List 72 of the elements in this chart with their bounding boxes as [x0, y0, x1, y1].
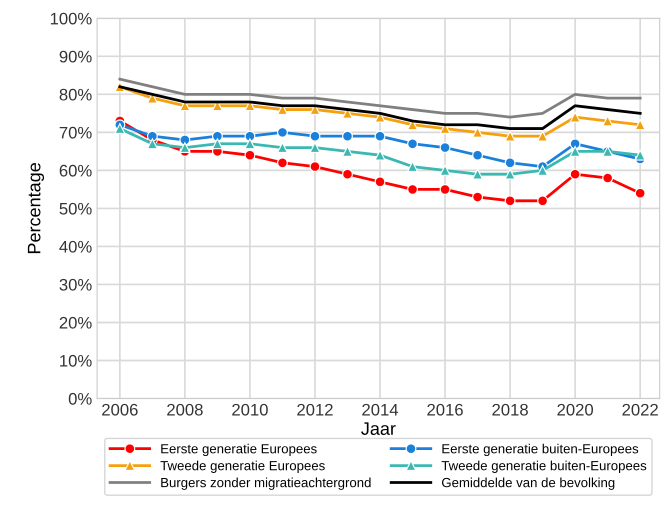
- y-tick-label: 70%: [60, 126, 92, 139]
- y-tick-label: 20%: [60, 316, 92, 329]
- point: [342, 168, 353, 180]
- point: [570, 146, 581, 157]
- x-tick-label: 2018: [492, 404, 528, 416]
- point: [537, 164, 548, 176]
- legend-label: Eerste generatie buiten-Europees: [442, 444, 638, 456]
- x-tick-label: 2016: [427, 404, 463, 416]
- point: [504, 195, 516, 206]
- point: [634, 188, 646, 199]
- point: [244, 150, 256, 161]
- point: [602, 116, 614, 126]
- y-tick-label: 30%: [60, 278, 92, 291]
- x-tick-label: 2010: [232, 404, 268, 416]
- point: [634, 119, 646, 130]
- point: [244, 130, 256, 142]
- point: [602, 172, 614, 184]
- point: [374, 176, 386, 188]
- legend-label: Burgers zonder migratieachtergrond: [161, 478, 371, 490]
- point: [374, 130, 386, 142]
- point: [212, 130, 223, 142]
- point: [277, 157, 288, 168]
- x-tick-label: 2014: [362, 404, 398, 416]
- point: [440, 184, 450, 195]
- point: [570, 112, 581, 123]
- y-axis-title: Percentage: [28, 163, 44, 254]
- point: [634, 150, 646, 161]
- point: [472, 192, 483, 202]
- point: [472, 168, 483, 180]
- point: [114, 123, 126, 134]
- legend-label: Tweede generatie Europees: [160, 460, 325, 473]
- point: [310, 104, 320, 115]
- point: [277, 126, 288, 138]
- y-tick-label: 50%: [60, 202, 92, 215]
- point: [179, 134, 190, 146]
- point: [570, 138, 581, 150]
- point: [407, 138, 418, 150]
- x-tick-label: 2008: [167, 404, 203, 416]
- x-tick-label: 2020: [557, 404, 594, 416]
- legend-label: Tweede generatie buiten-Europees: [442, 460, 646, 473]
- y-tick-label: 0%: [68, 392, 92, 405]
- x-tick-label: 2006: [102, 404, 138, 416]
- point: [310, 130, 320, 142]
- point: [374, 112, 386, 123]
- point: [440, 142, 450, 153]
- point: [310, 142, 320, 153]
- x-tick-label: 2012: [297, 404, 333, 416]
- point: [212, 138, 223, 150]
- point: [407, 184, 418, 195]
- y-tick-label: 10%: [60, 354, 92, 367]
- point: [440, 123, 450, 134]
- point: [537, 130, 548, 142]
- y-tick-label: 90%: [60, 50, 92, 63]
- point: [570, 168, 581, 180]
- point: [374, 150, 386, 161]
- x-tick-label: 2022: [622, 404, 658, 416]
- point: [504, 157, 516, 168]
- y-tick-label: 60%: [60, 164, 92, 177]
- point: [244, 138, 256, 150]
- point: [440, 164, 450, 176]
- point: [537, 195, 548, 206]
- point: [342, 130, 353, 142]
- legend-label: Gemiddelde van de bevolking: [442, 478, 614, 490]
- point: [179, 142, 190, 153]
- y-tick-label: 100%: [50, 12, 92, 25]
- point: [472, 150, 483, 161]
- line-series: [118, 78, 642, 119]
- x-axis-title: Jaar: [361, 422, 396, 435]
- y-tick-label: 40%: [59, 240, 92, 253]
- y-tick-label: 80%: [60, 88, 92, 101]
- legend-label: Eerste generatie Europees: [161, 444, 317, 456]
- point: [310, 161, 320, 172]
